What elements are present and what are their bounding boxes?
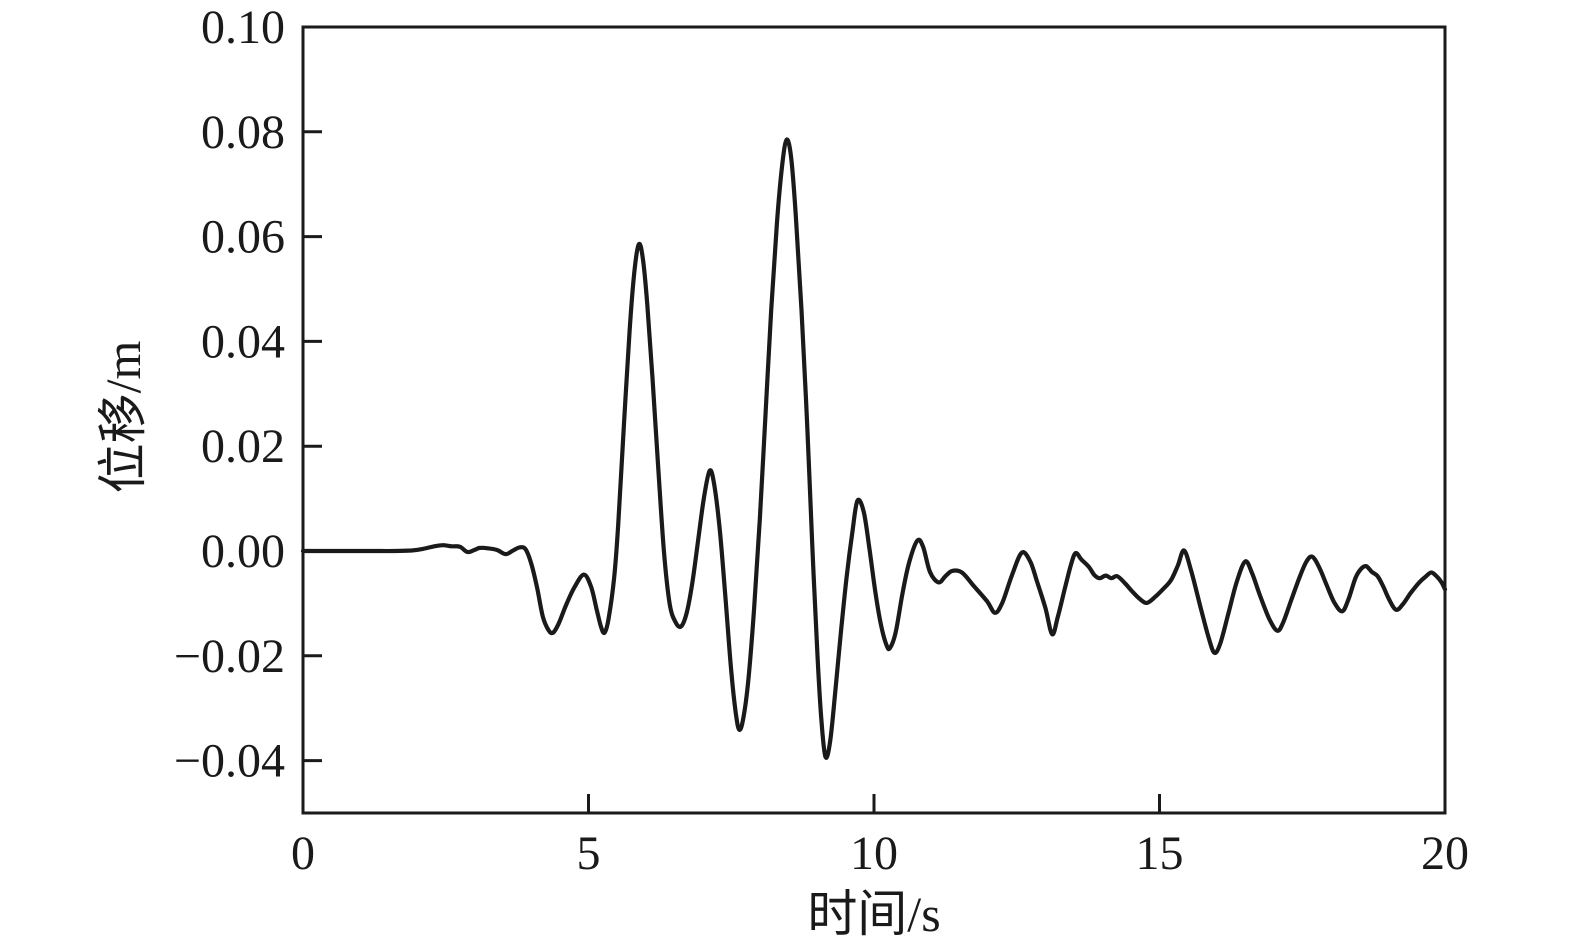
x-axis-tick-labels: 0 5 10 15 20: [291, 827, 1469, 880]
displacement-curve: [300, 137, 1448, 760]
x-axis-ticks: [587, 794, 1161, 813]
y-tick-label: −0.02: [174, 630, 285, 683]
x-tick-label: 10: [850, 827, 898, 880]
x-tick-label: 5: [577, 827, 601, 880]
y-axis-label: 位移/m: [95, 341, 151, 494]
y-tick-label: 0.08: [201, 106, 285, 159]
y-tick-label: 0.02: [201, 420, 285, 473]
y-tick-label: 0.06: [201, 211, 285, 264]
x-tick-label: 0: [291, 827, 315, 880]
y-tick-label: 0.00: [201, 525, 285, 578]
y-tick-label: 0.04: [201, 315, 285, 368]
y-tick-label: −0.04: [174, 735, 285, 788]
series-group: [300, 137, 1448, 760]
y-tick-label: 0.10: [201, 1, 285, 54]
x-axis-label: 时间/s: [807, 886, 940, 942]
x-tick-label: 20: [1421, 827, 1469, 880]
y-axis-ticks: [303, 130, 322, 763]
y-axis-tick-labels: 0.10 0.08 0.06 0.04 0.02 0.00 −0.02 −0.04: [174, 1, 285, 788]
plot-frame: [301, 25, 1447, 815]
x-tick-label: 15: [1136, 827, 1184, 880]
